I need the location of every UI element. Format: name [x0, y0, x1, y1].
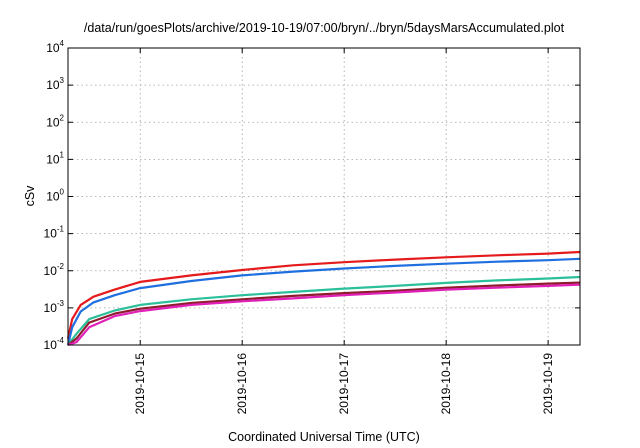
x-tick-label: 2019-10-17	[337, 353, 351, 415]
plot-frame	[67, 47, 581, 346]
y-tick-label: 10-1	[44, 225, 65, 241]
axes: 10-4 10-3 10-2 10-1 100 101 102 103 104 2019-10-1…	[44, 39, 581, 415]
chart-title: /data/run/goesPlots/archive/2019-10-19/0…	[84, 21, 565, 35]
y-tick-label: 102	[46, 113, 64, 129]
x-tick-label: 2019-10-18	[439, 353, 453, 415]
grid	[68, 48, 580, 345]
y-tick-label: 101	[46, 150, 64, 166]
y-tick-label: 104	[46, 39, 64, 55]
x-tick-label: 2019-10-16	[235, 353, 249, 415]
y-axis-label: cSv	[23, 185, 37, 207]
series-line-1	[66, 250, 581, 339]
series-line-2	[66, 257, 581, 346]
y-tick-label: 10-3	[44, 299, 65, 315]
series-line-4	[67, 281, 581, 346]
plot-area	[66, 250, 581, 347]
x-tick-label: 2019-10-19	[541, 353, 555, 415]
x-axis-label: Coordinated Universal Time (UTC)	[228, 430, 420, 444]
y-tick-label: 10-2	[44, 262, 65, 278]
x-tick-label: 2019-10-15	[133, 353, 147, 415]
y-tick-label: 100	[46, 188, 64, 204]
series-line-5	[67, 283, 581, 347]
y-tick-label: 103	[46, 76, 64, 92]
y-tick-label: 10-4	[44, 336, 65, 352]
series-line-3	[67, 275, 581, 346]
